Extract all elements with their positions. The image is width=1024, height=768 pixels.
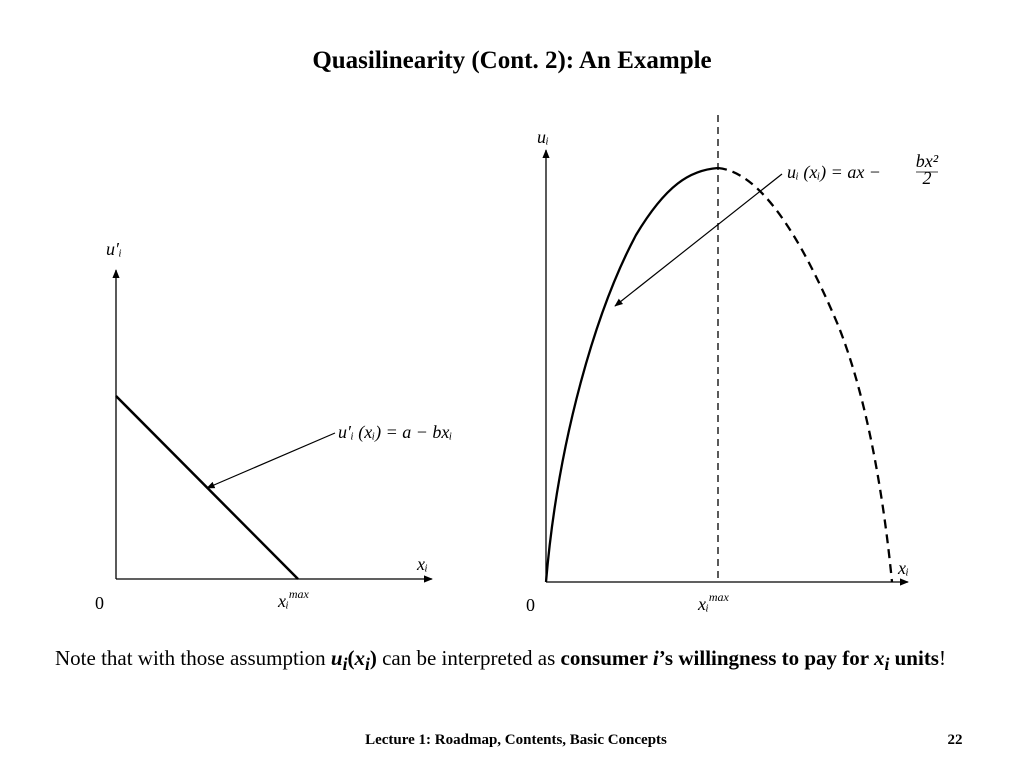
annotation-numerator: bx² <box>916 151 939 171</box>
utility-curve-solid <box>544 166 719 583</box>
note-math: u <box>330 646 343 670</box>
note-math: i <box>652 646 659 670</box>
note-bold: units <box>889 646 939 670</box>
xmax-base: xᵢ <box>697 594 709 614</box>
origin-label: 0 <box>526 595 535 615</box>
note-math: ) <box>369 646 377 670</box>
xmax-label: xᵢmax <box>697 590 730 614</box>
xmax-label: xᵢmax <box>277 587 310 611</box>
xmax-base: xᵢ <box>277 591 289 611</box>
note-sub: i <box>342 654 348 675</box>
note-bold: consumer <box>560 646 653 670</box>
page-number: 22 <box>948 732 963 748</box>
slide-title: Quasilinearity (Cont. 2): An Example <box>312 47 711 74</box>
origin-label: 0 <box>95 593 104 613</box>
y-axis-label: u′ᵢ <box>106 239 122 259</box>
y-axis-label: uᵢ <box>537 127 549 147</box>
note-text: Note that with those assumption <box>55 646 331 670</box>
xmax-sup: max <box>289 587 310 601</box>
x-axis-label: xᵢ <box>416 554 428 574</box>
utility-curve-dashed <box>717 166 894 583</box>
xmax-sup: max <box>709 590 730 604</box>
footer-text: Lecture 1: Roadmap, Contents, Basic Conc… <box>365 732 667 748</box>
x-axis-label: xᵢ <box>897 558 909 578</box>
note-sub: i <box>884 654 890 675</box>
annotation: uᵢ (xᵢ) = ax − <box>787 162 881 183</box>
note-math: ( <box>347 646 355 670</box>
annotation: u′ᵢ (xᵢ) = a − bxᵢ <box>338 422 452 443</box>
note-sub: i <box>364 654 370 675</box>
annotation-arrow <box>614 173 783 307</box>
note-math: x <box>354 646 365 670</box>
annotation-denominator: 2 <box>923 168 932 188</box>
left-diagram <box>112 269 433 583</box>
note: Note that with those assumption ui(xi) c… <box>55 640 975 683</box>
note-math: x <box>874 646 885 670</box>
note-text: ! <box>938 646 946 670</box>
annotation-arrow <box>206 432 336 489</box>
note-bold: ’s willingness to pay for <box>658 646 874 670</box>
note-text: can be interpreted as <box>376 646 561 670</box>
right-diagram <box>542 115 909 586</box>
